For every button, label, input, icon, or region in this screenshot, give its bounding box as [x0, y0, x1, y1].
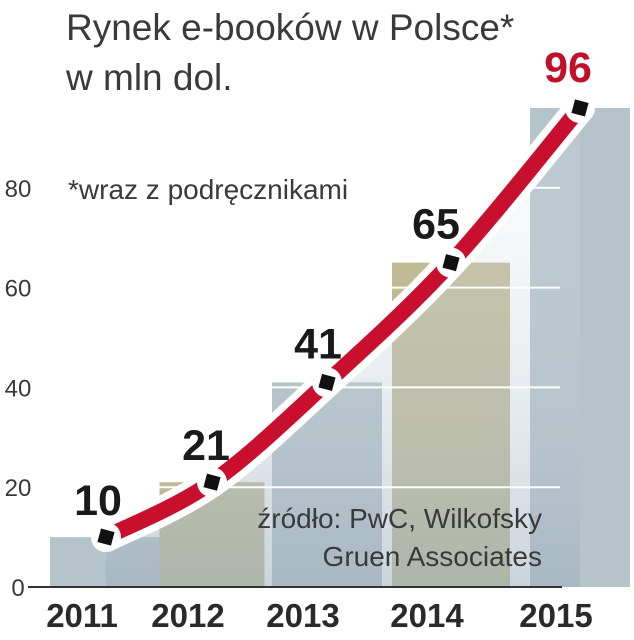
y-tick-labels: 0 20 40 60 80: [5, 176, 32, 602]
x-tick-2014: 2014: [390, 597, 464, 634]
x-tick-2012: 2012: [151, 597, 224, 634]
data-markers: [91, 92, 595, 553]
source-line-1: źródło: PwC, Wilkofsky: [257, 503, 542, 534]
data-label-2011: 10: [74, 477, 122, 525]
x-tick-2013: 2013: [266, 597, 339, 634]
series-line: [91, 92, 595, 553]
area-fill: [106, 107, 580, 588]
data-label-2012: 21: [182, 422, 230, 470]
footnote: *wraz z podręcznikami: [68, 174, 348, 205]
series-line: [98, 99, 588, 546]
y-tick-60: 60: [5, 276, 32, 303]
marker-2011: [97, 528, 115, 546]
marker-2014: [442, 254, 460, 272]
source-line-2: Gruen Associates: [323, 541, 542, 572]
marker-2012: [203, 473, 221, 491]
data-label-2014: 65: [412, 201, 460, 249]
y-tick-0: 0: [11, 575, 24, 602]
x-tick-labels: 2011 2012 2013 2014 2015: [46, 597, 593, 634]
data-label-2015: 96: [544, 44, 592, 92]
x-tick-2011: 2011: [46, 597, 118, 634]
chart-title-line-2: w mln dol.: [65, 57, 233, 98]
marker-2015: [571, 99, 589, 117]
y-tick-80: 80: [5, 176, 32, 203]
y-tick-40: 40: [5, 375, 32, 402]
chart-title-line-1: Rynek e-booków w Polsce*: [66, 7, 514, 48]
data-labels: 10 21 41 65 96: [74, 44, 592, 525]
area-under-curve: [106, 107, 580, 588]
y-tick-20: 20: [5, 475, 32, 502]
data-label-2013: 41: [294, 320, 342, 368]
marker-2013: [318, 373, 336, 391]
x-tick-2015: 2015: [519, 597, 592, 634]
